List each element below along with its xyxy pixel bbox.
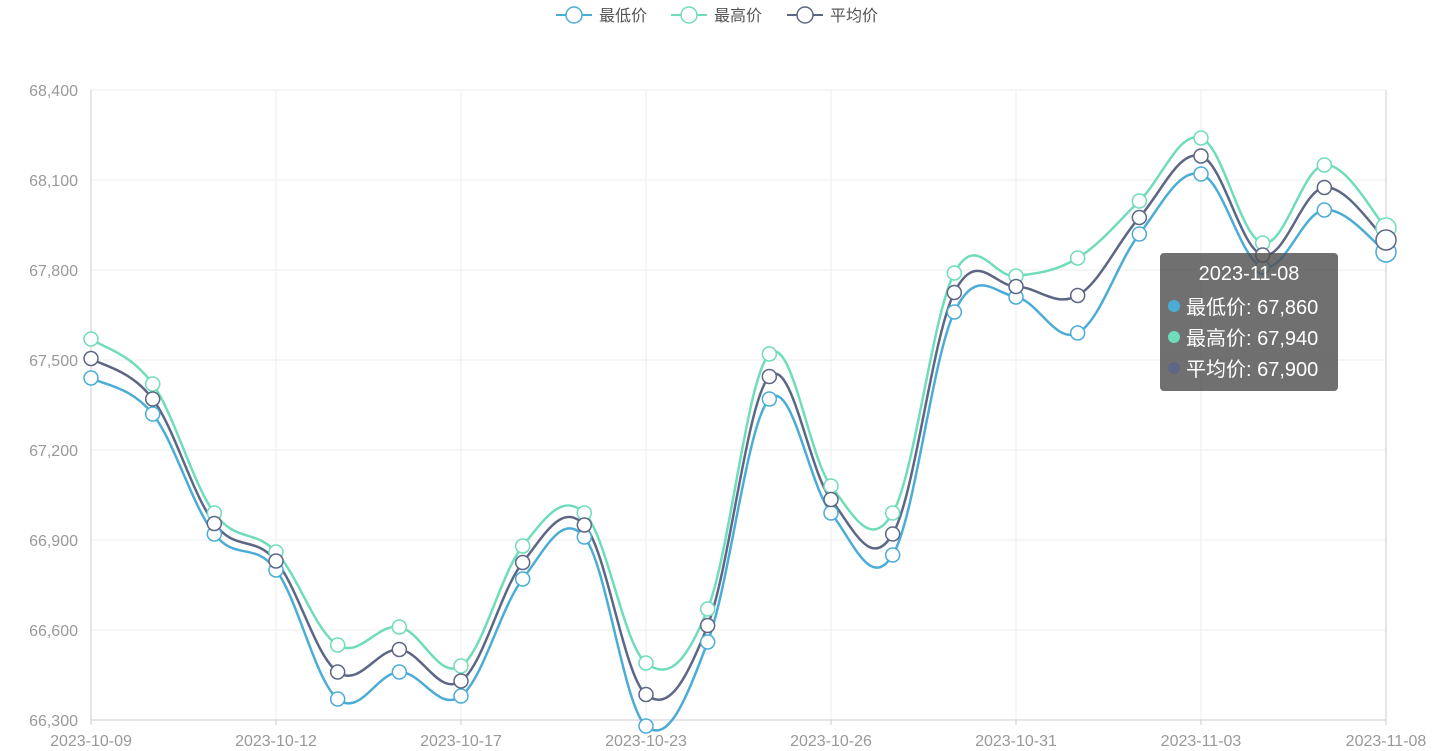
data-point-min[interactable] <box>699 634 716 650</box>
data-point-max[interactable] <box>144 376 161 392</box>
tooltip-text-avg: 平均价: 67,900 <box>1186 359 1319 381</box>
data-point-max[interactable] <box>761 346 778 362</box>
legend-label: 最高价 <box>714 6 762 25</box>
y-tick-label: 66,900 <box>29 533 78 550</box>
data-point-min[interactable] <box>823 505 839 521</box>
data-point-avg[interactable] <box>1316 179 1333 196</box>
data-point-max[interactable] <box>699 601 716 617</box>
tooltip-row-min: 最低价: 67,860 <box>1168 290 1330 321</box>
tooltip-dot-max <box>1168 330 1180 343</box>
legend-label: 最低价 <box>599 6 647 25</box>
x-tick-label: 2023-11-08 <box>1346 733 1427 750</box>
legend[interactable]: 最低价 最高价 平均价 <box>556 6 878 25</box>
data-point-avg[interactable] <box>268 553 284 569</box>
tooltip-dot-min <box>1168 299 1180 312</box>
data-point-max[interactable] <box>823 478 839 494</box>
data-point-max[interactable] <box>638 655 654 671</box>
data-point-min[interactable] <box>761 391 778 407</box>
data-point-avg[interactable] <box>514 554 531 571</box>
axes <box>90 90 1387 725</box>
legend-label: 平均价 <box>830 6 878 25</box>
y-tick-label: 67,800 <box>29 263 78 280</box>
y-tick-label: 68,100 <box>29 173 78 190</box>
x-tick-label: 2023-10-23 <box>605 733 687 750</box>
data-point-avg[interactable] <box>699 617 716 634</box>
data-point-max[interactable] <box>1193 130 1209 146</box>
y-tick-label: 67,200 <box>29 443 78 460</box>
data-point-avg[interactable] <box>453 673 469 689</box>
data-point-avg[interactable] <box>1375 229 1397 251</box>
data-point-max[interactable] <box>946 265 963 281</box>
data-point-min[interactable] <box>514 571 531 587</box>
tooltip-text-min: 最低价: 67,860 <box>1186 297 1319 319</box>
legend-item-max[interactable]: 最高价 <box>671 6 762 25</box>
data-point-avg[interactable] <box>1131 209 1148 226</box>
data-point-avg[interactable] <box>1193 148 1209 164</box>
data-point-avg[interactable] <box>761 368 778 385</box>
data-point-avg[interactable] <box>206 515 223 532</box>
tooltip-dot-avg <box>1168 361 1180 374</box>
data-point-max[interactable] <box>453 658 469 674</box>
data-point-min[interactable] <box>144 406 161 422</box>
data-point-min[interactable] <box>884 547 901 563</box>
tick-labels: 66,300 66,600 66,900 67,200 67,500 67,800 68,1… <box>29 83 1426 750</box>
x-tick-label: 2023-11-03 <box>1161 733 1242 750</box>
data-point-min[interactable] <box>1069 325 1086 341</box>
data-point-min[interactable] <box>638 718 654 734</box>
data-point-max[interactable] <box>1069 250 1086 266</box>
data-point-avg[interactable] <box>823 491 839 508</box>
data-point-max[interactable] <box>1131 193 1148 209</box>
data-point-max[interactable] <box>1316 157 1333 173</box>
data-point-min[interactable] <box>329 691 346 707</box>
y-tick-label: 68,400 <box>29 83 78 100</box>
legend-item-min[interactable]: 最低价 <box>556 6 647 25</box>
data-point-max[interactable] <box>329 637 346 653</box>
data-point-min[interactable] <box>1131 226 1148 242</box>
legend-marker <box>796 6 814 24</box>
x-tick-label: 2023-10-31 <box>975 733 1057 750</box>
series-line-min <box>90 172 1387 732</box>
data-point-avg[interactable] <box>144 391 161 407</box>
tooltip-row-avg: 平均价: 67,900 <box>1168 352 1330 383</box>
data-point-avg[interactable] <box>1069 287 1086 304</box>
series-points[interactable] <box>83 130 1397 734</box>
data-point-min[interactable] <box>1316 202 1333 218</box>
series-line-avg <box>90 154 1387 701</box>
data-point-max[interactable] <box>884 505 901 521</box>
tooltip: 2023-11-08 最低价: 67,860 最高价: 67,940 平均价: … <box>1160 253 1338 391</box>
data-point-min[interactable] <box>946 304 963 320</box>
x-tick-label: 2023-10-12 <box>235 733 317 750</box>
data-point-avg[interactable] <box>638 686 654 703</box>
data-point-min[interactable] <box>391 664 408 680</box>
tooltip-row-max: 最高价: 67,940 <box>1168 321 1330 352</box>
data-point-min[interactable] <box>83 370 99 386</box>
data-point-min[interactable] <box>453 688 469 704</box>
y-tick-label: 66,300 <box>29 713 78 730</box>
data-point-max[interactable] <box>83 331 99 347</box>
y-tick-label: 66,600 <box>29 623 78 640</box>
grid-lines <box>90 89 1387 721</box>
tooltip-title: 2023-11-08 <box>1198 263 1300 285</box>
data-point-avg[interactable] <box>1008 278 1024 295</box>
data-point-max[interactable] <box>514 538 531 554</box>
x-tick-label: 2023-10-17 <box>420 733 502 750</box>
data-point-avg[interactable] <box>576 517 593 533</box>
data-point-min[interactable] <box>1193 166 1209 182</box>
data-point-avg[interactable] <box>83 350 99 367</box>
y-tick-label: 67,500 <box>29 353 78 370</box>
x-tick-label: 2023-10-09 <box>50 733 132 750</box>
legend-item-avg[interactable]: 平均价 <box>787 6 878 25</box>
series-lines <box>90 136 1387 732</box>
data-point-avg[interactable] <box>946 284 963 301</box>
data-point-avg[interactable] <box>884 526 901 542</box>
legend-marker <box>565 6 583 24</box>
series-line-max <box>90 136 1387 671</box>
data-point-avg[interactable] <box>391 641 408 658</box>
x-tick-label: 2023-10-26 <box>790 733 872 750</box>
data-point-max[interactable] <box>391 619 408 635</box>
data-point-avg[interactable] <box>329 664 346 680</box>
legend-marker <box>680 6 698 24</box>
tooltip-text-max: 最高价: 67,940 <box>1186 328 1319 350</box>
